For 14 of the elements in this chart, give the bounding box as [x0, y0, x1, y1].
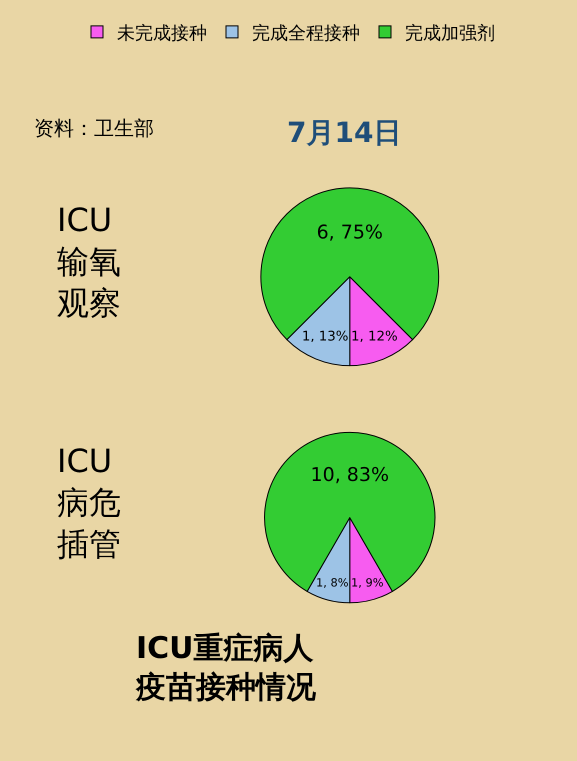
legend-label: 未完成接种	[117, 22, 207, 44]
legend-label: 完成全程接种	[252, 22, 360, 44]
data-label: 1, 13%	[302, 329, 349, 344]
text: 资料：卫生部	[34, 116, 154, 140]
data-label: 10, 83%	[310, 464, 390, 486]
legend-label: 完成加强剂	[405, 22, 495, 44]
data-label: 1, 12%	[351, 329, 398, 344]
data-label: 1, 8%	[316, 576, 349, 590]
data-label: 1, 9%	[351, 576, 384, 590]
text: ICU重症病人疫苗接种情况	[135, 631, 317, 705]
text: ICU输氧观察	[57, 201, 121, 322]
text: ICU病危插管	[57, 442, 121, 564]
data-label: 6, 75%	[316, 221, 383, 244]
text: 7月14日	[287, 116, 402, 149]
